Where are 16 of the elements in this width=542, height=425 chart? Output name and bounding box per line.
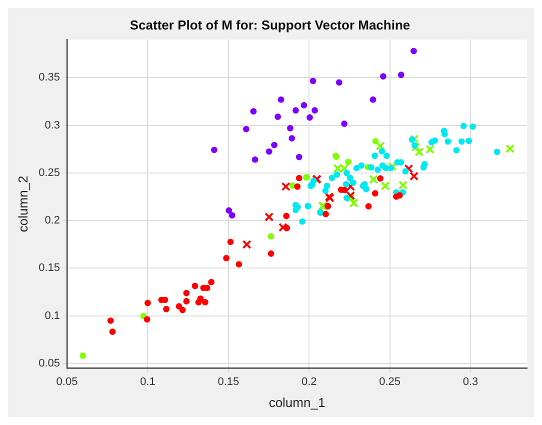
x-tick-label: 0.15 bbox=[218, 376, 240, 388]
x-tick-label: 0.25 bbox=[379, 376, 401, 388]
y-tick-label: 0.35 bbox=[38, 72, 60, 84]
y-tick-label: 0.05 bbox=[38, 357, 60, 370]
y-tick-label: 0.2 bbox=[44, 214, 60, 227]
y-tick-label: 0.25 bbox=[38, 166, 60, 179]
y-tick-label: 0.15 bbox=[38, 262, 60, 274]
x-tick-label: 0.2 bbox=[301, 376, 317, 388]
x-axis-title: column_1 bbox=[268, 394, 326, 410]
chart-title: Scatter Plot of M for: Support Vector Machine bbox=[130, 17, 410, 32]
x-tick-label: 0.05 bbox=[56, 376, 78, 388]
y-tick-label: 0.3 bbox=[44, 119, 60, 132]
y-axis-title: column_2 bbox=[15, 176, 30, 232]
x-tick-label: 0.3 bbox=[462, 376, 478, 388]
x-tick-label: 0.1 bbox=[140, 376, 156, 388]
y-tick-label: 0.1 bbox=[44, 310, 60, 322]
